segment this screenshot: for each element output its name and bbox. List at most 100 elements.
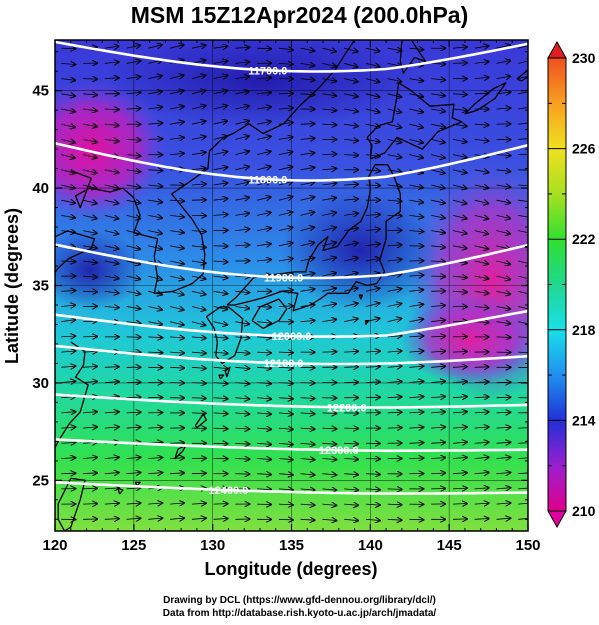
wind-arrow: [191, 473, 206, 474]
wind-arrow: [431, 458, 445, 459]
wind-arrow: [387, 397, 402, 398]
wind-arrow: [148, 307, 162, 310]
wind-arrow: [61, 185, 75, 188]
wind-arrow: [409, 275, 423, 276]
wind-arrow: [148, 276, 162, 280]
wind-arrow: [83, 215, 97, 218]
wind-arrow: [148, 107, 162, 109]
wind-arrow: [387, 124, 402, 127]
wind-arrow: [257, 260, 271, 262]
wind-arrow: [322, 124, 336, 125]
wind-arrow: [452, 170, 467, 173]
wind-arrow: [257, 78, 271, 79]
wind-arrow: [235, 428, 249, 429]
wind-arrow: [104, 367, 119, 368]
wind-arrow: [496, 200, 511, 203]
wind-arrow: [235, 443, 249, 444]
wind-arrow: [235, 106, 249, 109]
wind-arrow: [431, 155, 445, 158]
wind-arrow: [278, 182, 293, 185]
wind-arrow: [148, 352, 162, 353]
wind-arrow: [365, 109, 380, 112]
wind-arrow: [518, 60, 528, 63]
wind-arrow: [431, 351, 445, 352]
wind-arrow: [431, 170, 445, 173]
wind-arrow: [278, 474, 293, 475]
wind-arrow: [452, 488, 467, 489]
wind-arrow: [235, 91, 249, 94]
wind-arrow: [213, 307, 228, 310]
wind-arrow: [191, 367, 206, 368]
wind-arrow: [61, 261, 75, 262]
wind-arrow: [235, 77, 249, 79]
wind-arrow: [170, 138, 184, 140]
wind-arrow: [452, 200, 467, 203]
wind-arrow: [257, 474, 271, 475]
height-contour-label: 12400.0: [209, 485, 249, 497]
wind-arrow: [387, 289, 402, 292]
wind-arrow: [496, 291, 511, 294]
wind-arrow: [278, 123, 293, 125]
wind-arrow: [300, 289, 315, 291]
wind-arrow: [496, 337, 511, 338]
credit-data: Data from http://database.rish.kyoto-u.a…: [162, 608, 437, 619]
wind-arrow: [452, 457, 467, 458]
wind-arrow: [409, 443, 423, 444]
wind-arrow: [518, 488, 528, 489]
wind-arrow: [322, 63, 336, 66]
wind-arrow: [213, 199, 228, 201]
wind-arrow: [300, 182, 315, 185]
credits: Drawing by DCL (https://www.gfd-dennou.o…: [0, 594, 599, 620]
wind-arrow: [452, 246, 467, 249]
wind-arrow: [278, 212, 293, 215]
height-contour-line: [55, 243, 528, 280]
axes: 120 125 130 135 140 145 150 25 30 35 40 45: [32, 40, 541, 554]
wind-arrow: [278, 63, 293, 64]
wind-arrow: [452, 352, 467, 353]
wind-arrow: [278, 274, 293, 276]
wind-arrow: [235, 245, 249, 246]
wind-arrow: [148, 473, 162, 474]
wind-arrow: [104, 291, 119, 293]
wind-arrow: [104, 215, 119, 218]
wind-arrow: [322, 413, 336, 414]
wind-arrow: [409, 124, 423, 127]
wind-arrow: [431, 412, 445, 413]
wind-arrow: [300, 48, 315, 51]
wind-arrow: [257, 92, 271, 94]
height-contour-label: 12000.0: [272, 331, 312, 343]
wind-arrow: [235, 198, 249, 201]
wind-arrow: [496, 427, 511, 428]
wind-arrow: [61, 109, 75, 112]
wind-arrow: [322, 169, 336, 170]
wind-arrow: [452, 63, 467, 64]
wind-arrow: [322, 109, 336, 111]
coastline: [117, 487, 124, 495]
wind-arrow: [126, 170, 141, 172]
wind-arrow: [278, 504, 293, 505]
wind-arrow: [170, 473, 184, 474]
wind-arrow: [83, 291, 97, 292]
wind-arrow: [496, 61, 511, 64]
wind-arrow: [191, 413, 206, 414]
wind-arrow: [518, 458, 528, 459]
wind-arrow: [496, 185, 511, 187]
wind-arrow: [344, 258, 358, 261]
wind-arrow: [278, 519, 293, 520]
wind-arrow: [170, 518, 184, 519]
wind-arrow: [496, 231, 511, 234]
height-contour-label: 12300.0: [319, 445, 359, 457]
wind-arrow: [322, 48, 336, 51]
wind-arrow: [170, 276, 184, 279]
wind-arrow: [365, 94, 380, 97]
wind-arrow: [191, 322, 206, 326]
wind-arrow: [387, 304, 402, 307]
wind-arrow: [387, 336, 402, 337]
wind-arrow: [344, 474, 358, 475]
wind-arrow: [474, 457, 489, 458]
wind-arrow: [518, 215, 528, 217]
wind-arrow: [452, 397, 467, 398]
wind-arrow: [213, 261, 228, 262]
wind-arrow: [148, 123, 162, 124]
wind-arrow: [431, 473, 445, 474]
